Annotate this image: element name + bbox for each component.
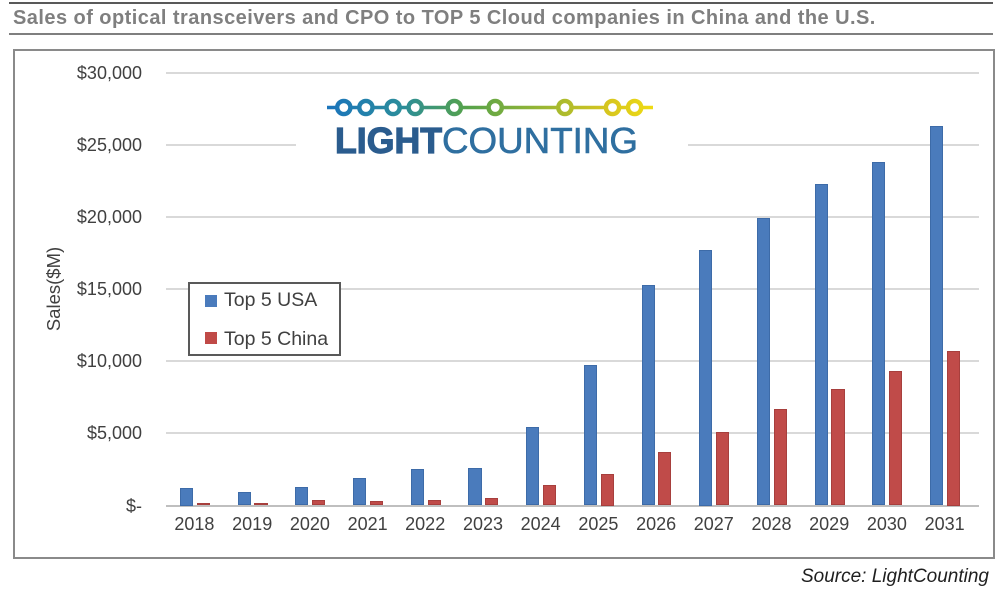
svg-text:COUNTING: COUNTING	[442, 120, 638, 161]
svg-text:LIGHT: LIGHT	[335, 120, 442, 161]
